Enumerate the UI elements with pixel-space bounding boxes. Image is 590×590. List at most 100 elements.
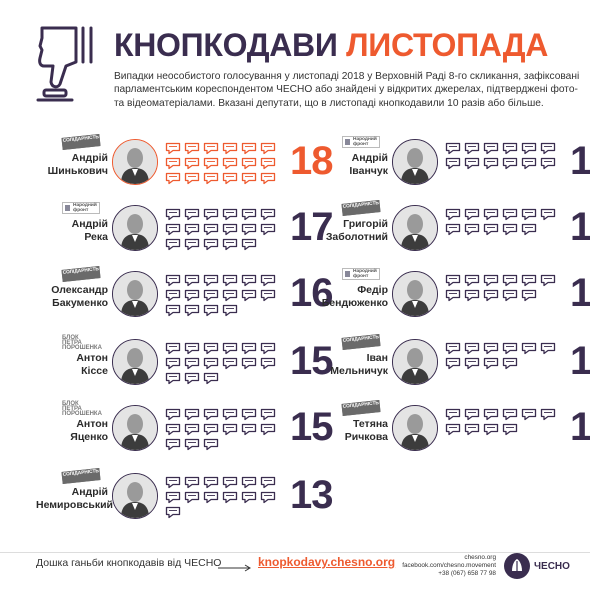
deputy-first-name: Андрій [71, 486, 108, 498]
speech-bubble-icon [464, 157, 480, 170]
speech-bubble-icon [203, 423, 219, 436]
deputy-photo [392, 405, 438, 451]
speech-bubble-icon [241, 357, 257, 370]
speech-bubble-icon [521, 142, 537, 155]
speech-bubble-icon [222, 342, 238, 355]
deputy-photo [392, 139, 438, 185]
speech-bubble-icon [184, 408, 200, 421]
party-logo: СОЛІДАРНІСТЬ [61, 134, 101, 150]
speech-bubble-icon [203, 208, 219, 221]
speech-bubble-icon [464, 408, 480, 421]
speech-bubble-icon [241, 274, 257, 287]
arrow-right-icon [218, 559, 252, 572]
speech-bubble-icon [260, 289, 276, 302]
speech-bubble-icon [241, 289, 257, 302]
deputy-name: Андрій Шинькович [36, 152, 108, 177]
speech-bubble-icon [502, 408, 518, 421]
intro-text: Випадки неособистого голосування у листо… [114, 71, 580, 109]
speech-bubble-icon [203, 342, 219, 355]
speech-bubble-icon [445, 208, 461, 221]
speech-bubble-icon [222, 208, 238, 221]
vote-count: 10 [570, 339, 590, 383]
speech-bubble-icon [521, 289, 537, 302]
party-logo: СОЛІДАРНІСТЬ [61, 266, 101, 282]
speech-bubble-icon [203, 223, 219, 236]
speech-bubble-icon [540, 342, 556, 355]
speech-bubble-icon [222, 491, 238, 504]
vote-count: 17 [290, 205, 333, 249]
speech-bubble-icon [445, 223, 461, 236]
deputy-last-name: Река [84, 230, 108, 243]
deputy-card: СОЛІДАРНІСТЬ Андрій Немировський 13 [36, 468, 333, 528]
bubble-row [165, 506, 283, 521]
bubble-row [165, 274, 283, 289]
speech-bubble-icon [483, 408, 499, 421]
vote-bubbles [165, 142, 283, 187]
vote-count: 11 [570, 205, 590, 249]
speech-bubble-icon [540, 408, 556, 421]
chesno-logo-icon [503, 552, 531, 580]
vote-count: 15 [290, 405, 333, 449]
speech-bubble-icon [241, 238, 257, 251]
speech-bubble-icon [540, 157, 556, 170]
speech-bubble-icon [483, 357, 499, 370]
speech-bubble-icon [203, 438, 219, 451]
deputy-name: Андрій Іванчук [316, 152, 388, 177]
title-part-2: ЛИСТОПАДА [346, 27, 549, 63]
bubble-row [165, 357, 283, 372]
deputy-photo [112, 339, 158, 385]
vote-count: 16 [290, 271, 333, 315]
speech-bubble-icon [464, 342, 480, 355]
speech-bubble-icon [222, 274, 238, 287]
speech-bubble-icon [165, 208, 181, 221]
logo-text: ЧЕСНО [534, 561, 570, 572]
deputy-card: БЛОК ПЕТРА ПОРОШЕНКА Антон Яценко 15 [36, 401, 333, 460]
speech-bubble-icon [165, 172, 181, 185]
speech-bubble-icon [203, 289, 219, 302]
speech-bubble-icon [502, 289, 518, 302]
speech-bubble-icon [260, 172, 276, 185]
bubble-row [445, 423, 563, 438]
speech-bubble-icon [483, 423, 499, 436]
speech-bubble-icon [184, 357, 200, 370]
speech-bubble-icon [222, 172, 238, 185]
bubble-row [165, 208, 283, 223]
deputy-name: Антон Яценко [36, 418, 108, 443]
bubble-row [165, 172, 283, 187]
speech-bubble-icon [222, 289, 238, 302]
speech-bubble-icon [260, 342, 276, 355]
speech-bubble-icon [222, 408, 238, 421]
speech-bubble-icon [483, 157, 499, 170]
bubble-row [165, 491, 283, 506]
speech-bubble-icon [184, 172, 200, 185]
deputy-last-name: Немировський [36, 498, 113, 511]
bubble-row [165, 408, 283, 423]
speech-bubble-icon [521, 223, 537, 236]
bubble-row [165, 289, 283, 304]
speech-bubble-icon [165, 304, 181, 317]
bubble-row [445, 357, 563, 372]
speech-bubble-icon [165, 506, 181, 519]
deputy-first-name: Антон [76, 418, 108, 430]
speech-bubble-icon [521, 408, 537, 421]
footer-divider [0, 552, 590, 553]
speech-bubble-icon [464, 208, 480, 221]
speech-bubble-icon [521, 157, 537, 170]
speech-bubble-icon [165, 223, 181, 236]
party-logo: БЛОК ПЕТРА ПОРОШЕНКА [62, 335, 102, 352]
speech-bubble-icon [184, 342, 200, 355]
speech-bubble-icon [260, 408, 276, 421]
footer-link[interactable]: knopkodavy.chesno.org [258, 555, 396, 569]
speech-bubble-icon [483, 342, 499, 355]
speech-bubble-icon [165, 357, 181, 370]
vote-count: 13 [290, 473, 333, 517]
speech-bubble-icon [184, 274, 200, 287]
bubble-row [165, 157, 283, 172]
speech-bubble-icon [241, 491, 257, 504]
deputy-first-name: Антон [76, 352, 108, 364]
speech-bubble-icon [241, 172, 257, 185]
speech-bubble-icon [203, 157, 219, 170]
speech-bubble-icon [445, 289, 461, 302]
